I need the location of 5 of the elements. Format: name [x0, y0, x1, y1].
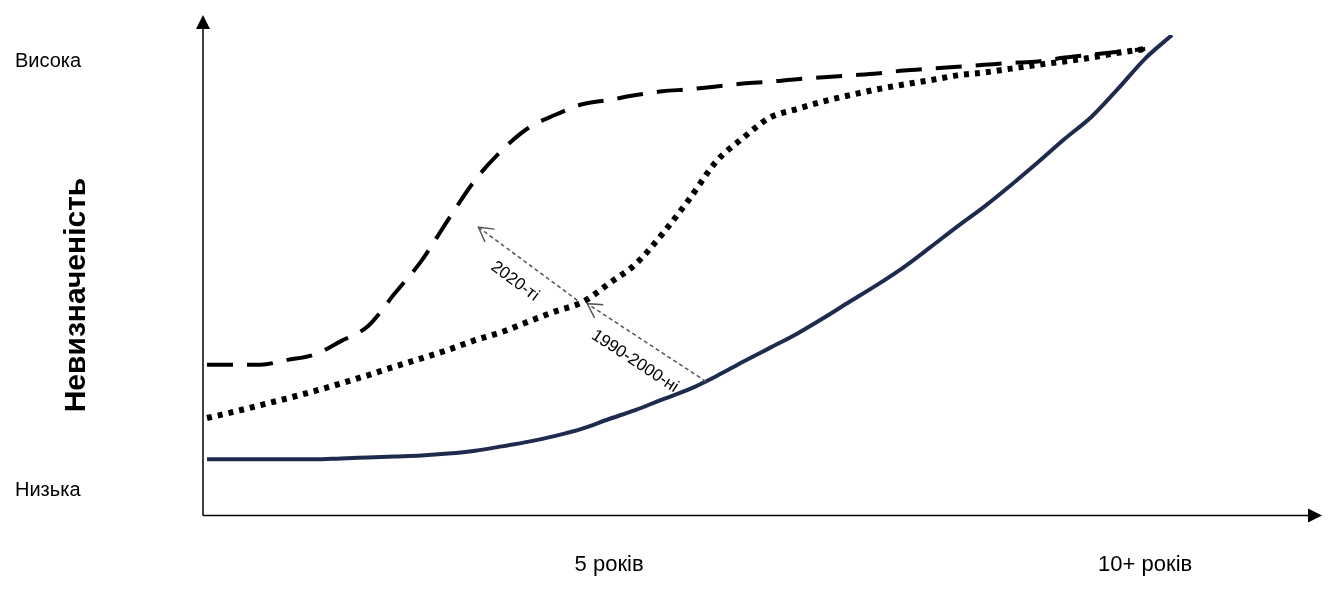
y-axis-title: Невизначеність — [58, 178, 92, 413]
text: Низька — [15, 477, 81, 501]
x-tick-label: 10+ років — [1098, 550, 1193, 576]
text: Висока — [15, 48, 82, 72]
x-tick-label: 5 років — [574, 550, 644, 576]
